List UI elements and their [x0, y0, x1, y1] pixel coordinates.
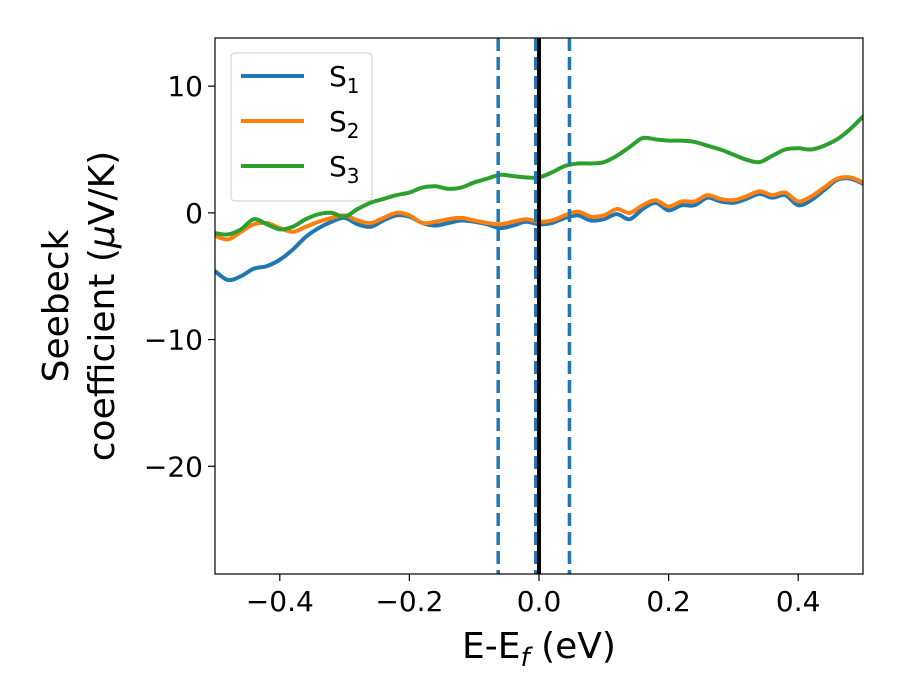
y-axis-label-line1: Seebeck: [36, 229, 77, 382]
x-tick-label: −0.2: [375, 585, 443, 618]
x-axis-ticks: −0.4 −0.2 0.0 0.2 0.4: [246, 574, 821, 618]
legend-entries: S1 S2 S3: [241, 60, 360, 188]
x-tick-label: −0.4: [246, 585, 314, 618]
vertical-reference-lines: [496, 38, 572, 574]
y-axis-label: Seebeck coefficient (μV/K): [36, 151, 123, 461]
y-tick-label: −10: [144, 324, 203, 357]
x-tick-label: 0.2: [646, 585, 691, 618]
y-tick-label: 10: [167, 70, 203, 103]
y-tick-label: 0: [185, 197, 203, 230]
x-tick-label: 0.4: [776, 585, 821, 618]
legend-label-s1: S1: [329, 60, 360, 98]
x-tick-label: 0.0: [517, 585, 562, 618]
x-axis-label: E-Ef (eV): [462, 626, 616, 673]
y-axis-ticks: 10 0 −10 −20: [144, 70, 215, 483]
y-tick-label: −20: [144, 450, 203, 483]
legend-label-s3: S3: [329, 150, 360, 188]
y-axis-label-line2: coefficient (μV/K): [82, 151, 123, 461]
legend: S1 S2 S3: [230, 52, 373, 202]
legend-label-s2: S2: [329, 105, 360, 143]
